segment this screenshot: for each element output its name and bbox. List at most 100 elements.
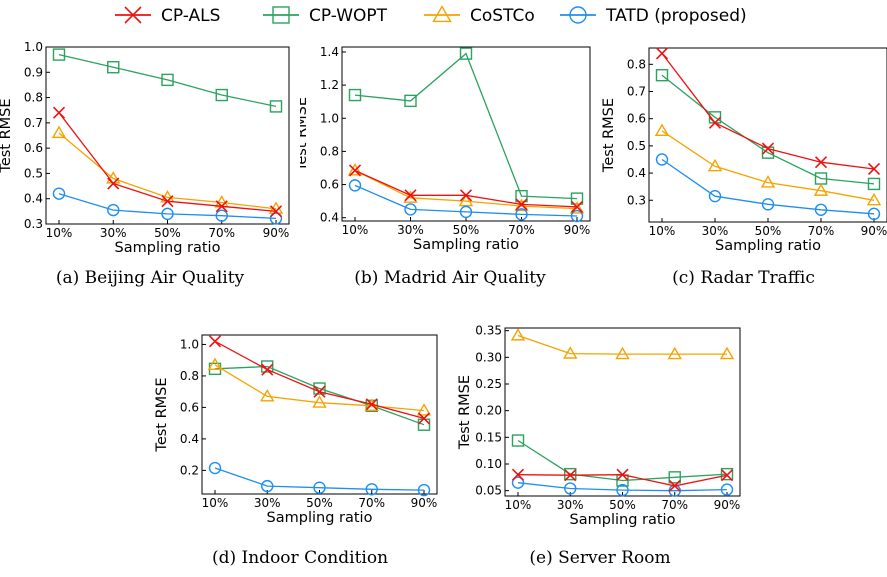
y-tick-label: 1.0 <box>320 111 339 125</box>
data-point-cp-wopt <box>348 88 362 102</box>
data-point-cp-als <box>52 106 66 119</box>
y-axis-label: Test RMSE <box>154 377 170 452</box>
x-axis-label: Sampling ratio <box>115 240 221 256</box>
series-costco <box>347 163 585 214</box>
y-tick-label: 0.8 <box>180 369 199 383</box>
series-line-cp-wopt <box>354 52 578 200</box>
data-point-cp-wopt <box>269 100 283 113</box>
data-point-costco <box>707 158 723 172</box>
chart-madrid-air-quality: 0.4 0.6 0.8 1.0 1.2 1.4 10% 30% 50% 70% 90% Samplin… <box>300 45 591 253</box>
x-tick-label: 10% <box>649 224 676 238</box>
series-line-cp-wopt <box>661 74 875 185</box>
series-costco <box>510 328 735 360</box>
x-tick-label: 70% <box>661 498 688 512</box>
caption-radar-traffic: (c) Radar Traffic <box>672 268 815 288</box>
data-point-cp-wopt <box>515 189 528 203</box>
series-line-tatd-proposed <box>214 467 425 491</box>
y-tick-label: 0.20 <box>475 404 502 418</box>
data-point-cp-als <box>616 468 629 481</box>
data-point-cp-wopt <box>511 434 525 447</box>
data-point-tatd-proposed <box>404 203 417 216</box>
data-point-cp-als <box>107 177 120 190</box>
x-tick-label: 90% <box>861 224 887 238</box>
data-point-cp-als <box>348 164 362 177</box>
y-tick-label: 0.7 <box>24 116 43 130</box>
data-point-cp-als <box>365 398 378 411</box>
data-point-tatd-proposed <box>107 203 120 217</box>
x-tick-label: 70% <box>508 223 535 237</box>
legend-label-costco: CoSTCo <box>470 6 535 26</box>
data-point-costco <box>347 163 363 176</box>
data-point-cp-als <box>814 156 828 169</box>
x-tick-label: 30% <box>100 226 127 240</box>
data-point-cp-als <box>404 189 417 202</box>
x-tick-label: 10% <box>342 223 369 237</box>
y-tick-label: 0.15 <box>475 430 502 444</box>
x-tick-label: 90% <box>564 223 591 237</box>
data-point-costco <box>563 346 578 359</box>
y-tick-label: 0.8 <box>320 144 339 158</box>
data-point-cp-als <box>761 142 775 155</box>
data-point-cp-als <box>668 479 681 492</box>
chart-radar-traffic: 0.3 0.4 0.5 0.6 0.7 0.8 10% 30% 50% 70% 90% Samplin… <box>601 47 887 254</box>
x-tick-label: 50% <box>306 496 333 510</box>
data-point-costco <box>514 198 529 212</box>
series-cp-wopt <box>655 68 881 191</box>
data-point-cp-wopt <box>761 146 775 159</box>
data-point-cp-wopt <box>668 471 681 484</box>
data-point-tatd-proposed <box>655 153 669 166</box>
data-point-tatd-proposed <box>348 179 362 192</box>
y-tick-label: 1.0 <box>24 40 43 54</box>
legend-item-cp-als: CP-ALS <box>115 6 220 26</box>
data-point-tatd-proposed <box>161 207 174 221</box>
y-axis-label: Test RMSE <box>300 97 310 172</box>
data-point-tatd-proposed <box>52 187 66 200</box>
data-point-tatd-proposed <box>570 209 584 223</box>
series-line-tatd-proposed <box>58 193 277 220</box>
series-line-cp-als <box>58 112 277 213</box>
data-point-tatd-proposed <box>564 482 577 495</box>
series-line-costco <box>58 132 277 210</box>
data-point-cp-als <box>161 195 174 208</box>
series-line-costco <box>517 334 727 355</box>
data-point-tatd-proposed <box>708 189 722 203</box>
data-point-costco <box>866 192 882 206</box>
data-point-cp-als <box>511 468 525 481</box>
data-point-tatd-proposed <box>814 203 828 216</box>
series-cp-als <box>655 47 881 176</box>
data-point-cp-wopt <box>313 382 326 395</box>
data-point-tatd-proposed <box>511 476 525 489</box>
data-point-cp-als <box>867 162 881 176</box>
x-tick-label: 70% <box>358 496 385 510</box>
series-line-tatd-proposed <box>661 158 875 215</box>
y-tick-label: 0.35 <box>475 324 502 338</box>
x-tick-label: 50% <box>453 223 480 237</box>
data-point-tatd-proposed <box>269 212 283 225</box>
data-point-tatd-proposed <box>515 208 528 221</box>
series-cp-als <box>348 164 584 213</box>
data-point-cp-als <box>459 189 473 202</box>
caption-indoor-condition: (d) Indoor Condition <box>211 548 389 568</box>
y-tick-label: 0.8 <box>24 91 43 105</box>
chart-beijing-air-quality: 0.3 0.4 0.5 0.6 0.7 0.8 0.9 1.0 10% 30% 50% 70% 90% S… <box>0 40 290 256</box>
series-cp-wopt <box>348 47 584 205</box>
data-point-costco <box>260 388 275 402</box>
data-point-cp-wopt <box>655 68 669 82</box>
series-tatd-proposed <box>208 461 431 497</box>
y-tick-label: 0.5 <box>24 166 43 180</box>
data-point-costco <box>760 175 776 188</box>
data-point-cp-wopt <box>52 48 66 61</box>
x-tick-label: 10% <box>505 498 532 512</box>
data-point-tatd-proposed <box>313 481 326 494</box>
y-tick-label: 0.6 <box>320 178 339 192</box>
series-tatd-proposed <box>655 153 881 221</box>
data-point-cp-wopt <box>720 467 734 481</box>
data-point-cp-wopt <box>867 177 881 191</box>
data-point-tatd-proposed <box>761 198 775 211</box>
legend-item-costco: CoSTCo <box>424 5 535 26</box>
data-point-cp-als <box>570 200 584 213</box>
data-point-cp-als <box>720 469 734 482</box>
y-tick-label: 0.05 <box>475 484 502 498</box>
data-point-costco <box>569 201 585 214</box>
data-point-cp-wopt <box>570 192 584 205</box>
